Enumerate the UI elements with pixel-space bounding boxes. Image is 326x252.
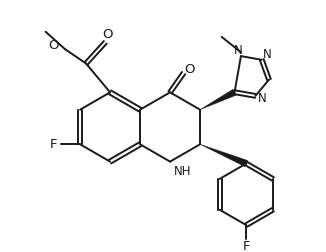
Text: N: N [263, 48, 272, 61]
Text: F: F [50, 138, 57, 151]
Text: N: N [258, 92, 267, 105]
Polygon shape [200, 89, 236, 110]
Text: O: O [49, 39, 59, 52]
Text: O: O [102, 28, 112, 41]
Text: NH: NH [174, 165, 191, 178]
Text: F: F [243, 240, 250, 252]
Polygon shape [200, 144, 247, 167]
Text: O: O [184, 63, 195, 76]
Text: N: N [234, 44, 243, 57]
